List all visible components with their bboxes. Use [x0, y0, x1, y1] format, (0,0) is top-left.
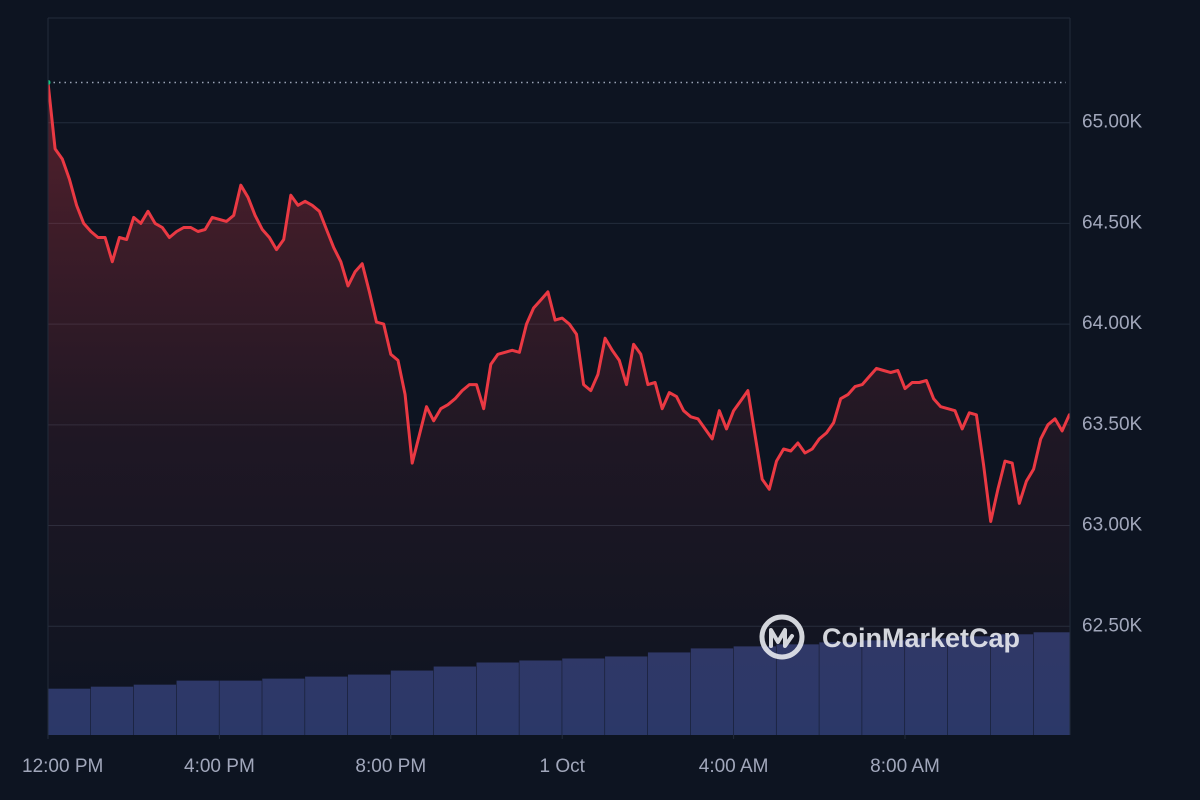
area-fill	[48, 82, 1070, 735]
y-tick-label: 64.00K	[1082, 313, 1143, 334]
x-tick-label: 12:00 PM	[22, 756, 103, 777]
y-tick-label: 63.00K	[1082, 515, 1143, 536]
price-line	[48, 80, 1070, 523]
x-tick-label: 4:00 PM	[184, 756, 255, 777]
x-tick-label: 4:00 AM	[699, 756, 769, 777]
watermark-text: CoinMarketCap	[822, 623, 1020, 653]
watermark: CoinMarketCap	[759, 614, 1020, 660]
logo-mark	[769, 628, 794, 648]
y-tick-label: 62.50K	[1082, 615, 1143, 636]
price-layer	[48, 79, 1070, 735]
y-tick-label: 65.00K	[1082, 112, 1143, 133]
logo-ring	[759, 614, 805, 660]
y-tick-label: 64.50K	[1082, 212, 1143, 233]
y-tick-label: 63.50K	[1082, 414, 1143, 435]
x-tick-label: 1 Oct	[540, 756, 586, 777]
start-point	[48, 79, 51, 85]
x-tick-label: 8:00 PM	[355, 756, 426, 777]
x-tick-label: 8:00 AM	[870, 756, 940, 777]
ticks: 62.50K 63.00K 63.50K 64.00K 64.50K 65.00K 12:0…	[22, 112, 1143, 777]
